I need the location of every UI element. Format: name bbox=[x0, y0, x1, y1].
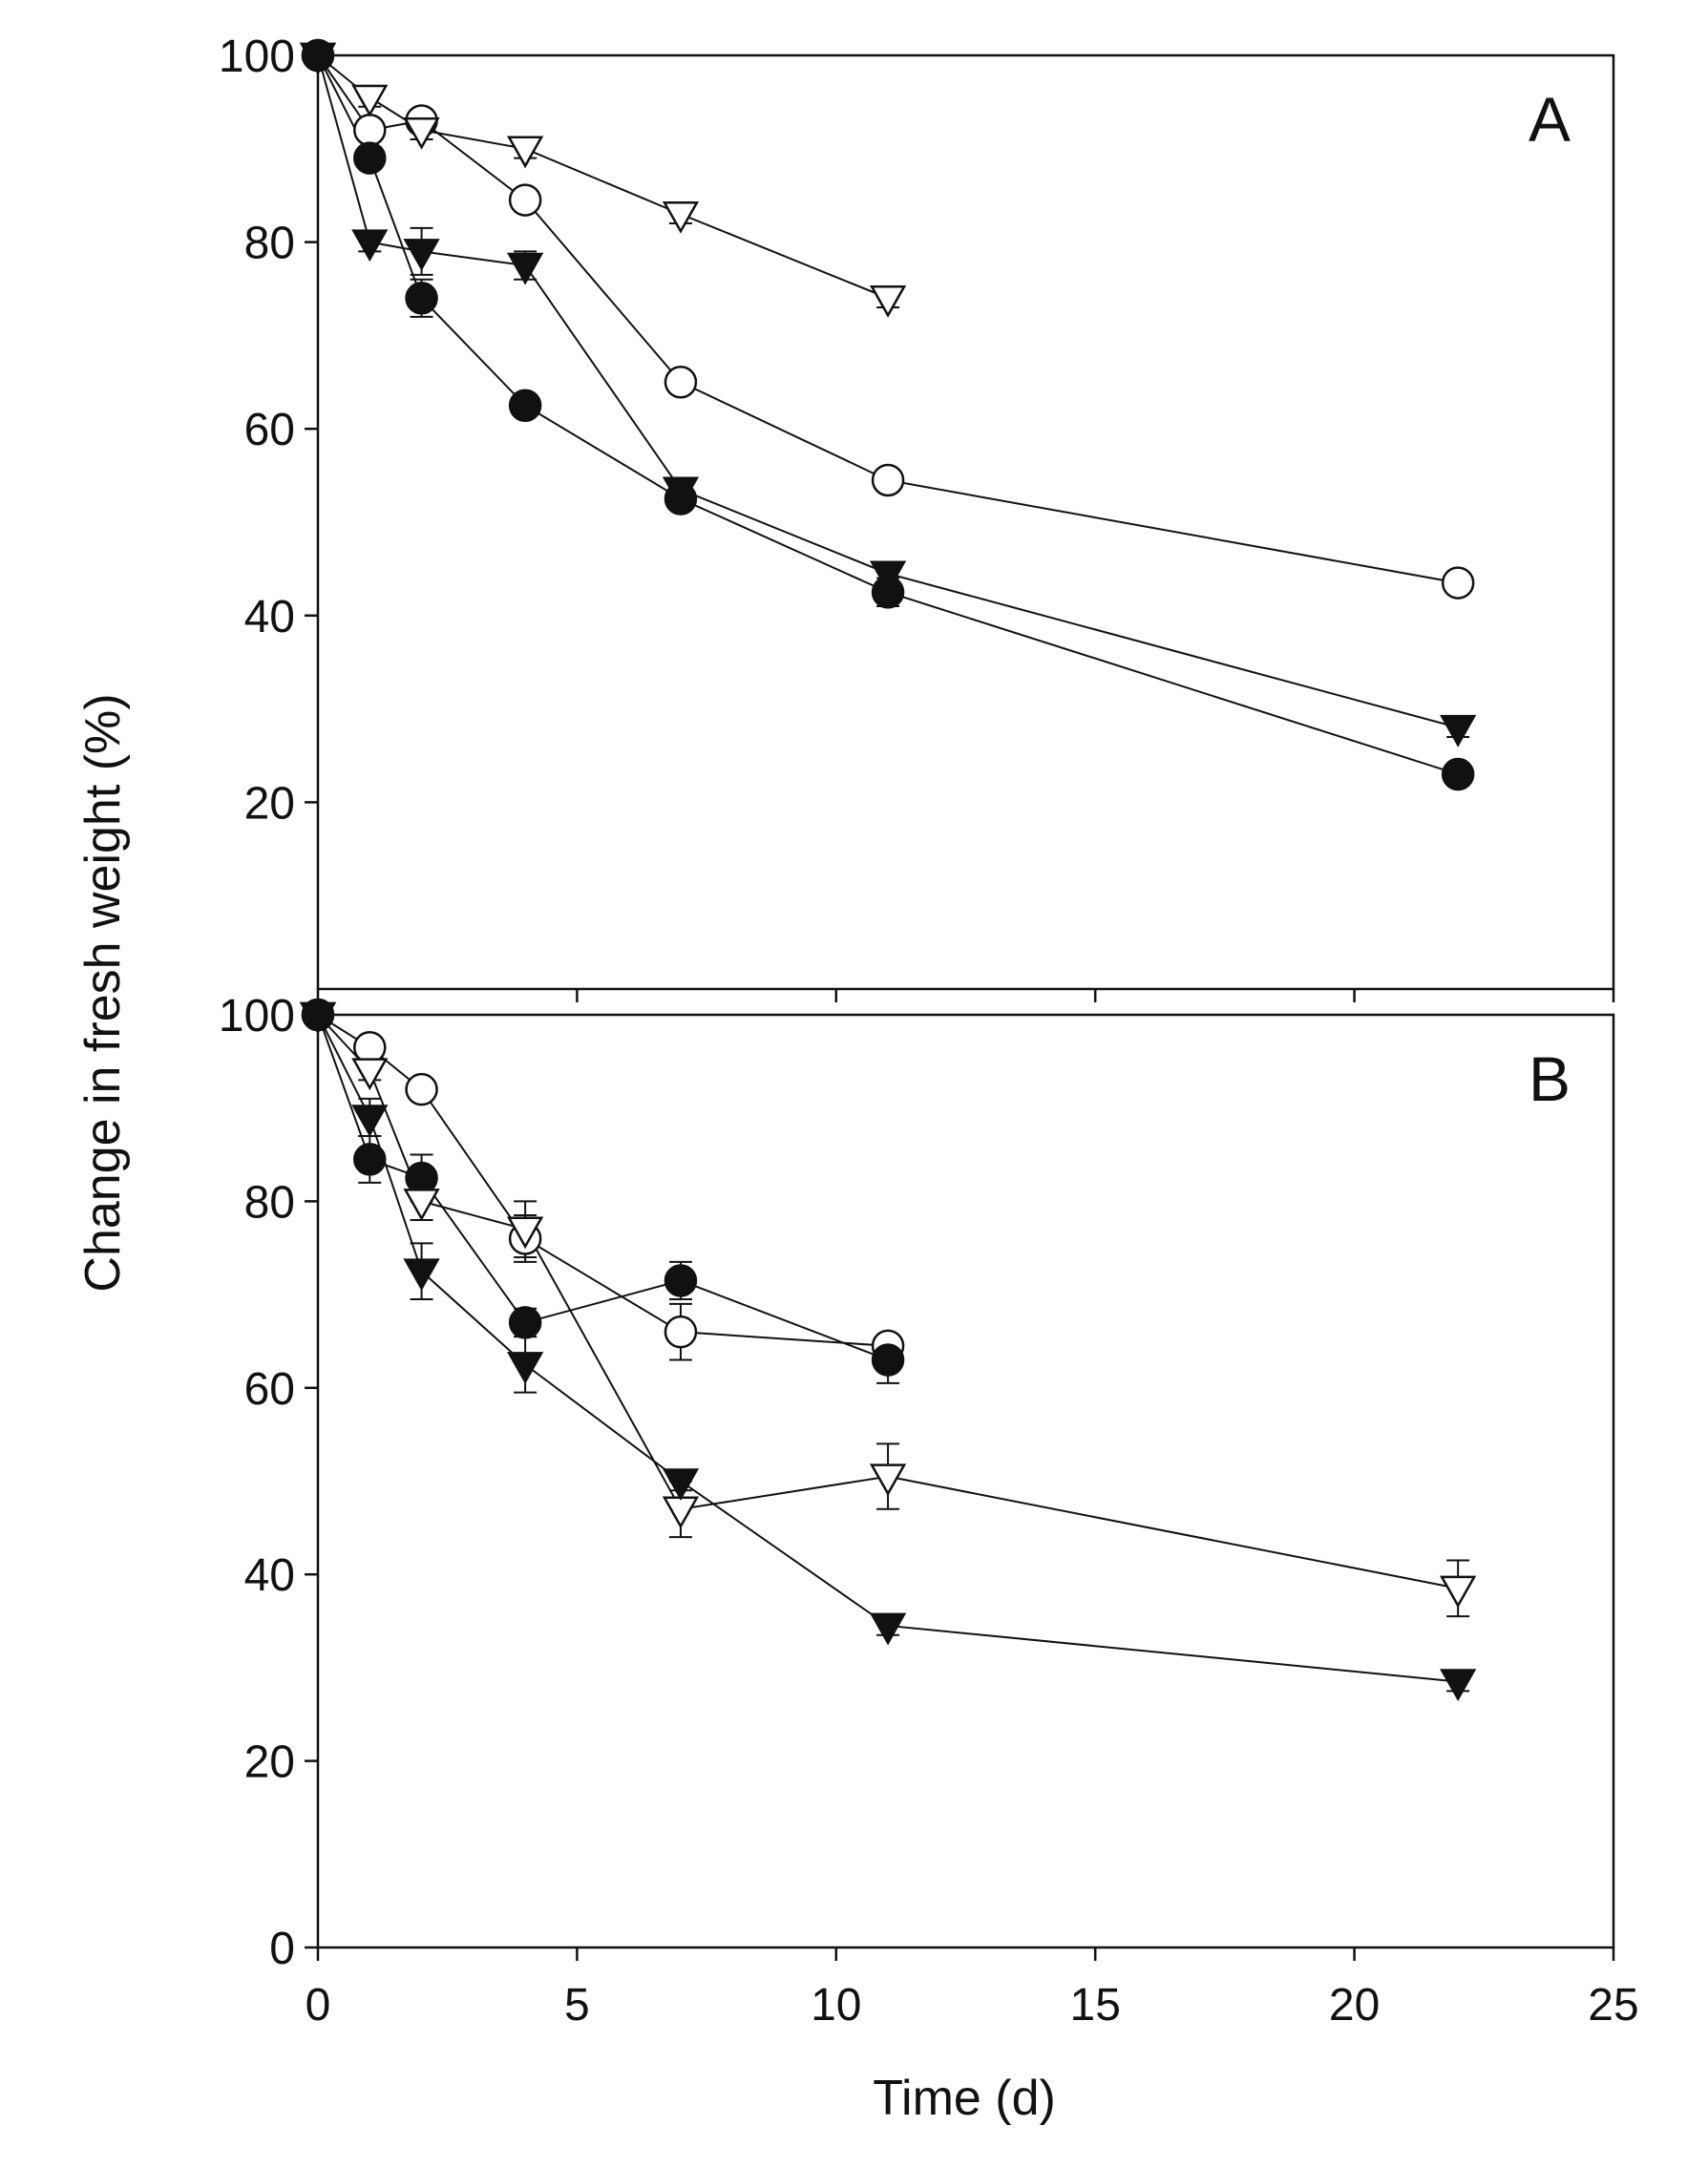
panel-b: B 0 20 40 60 80 100 0 5 10 15 20 25 bbox=[219, 991, 1639, 2031]
y-tick-label: 40 bbox=[244, 592, 295, 642]
data-point-open-triangle-down bbox=[506, 136, 544, 169]
y-tick-label: 60 bbox=[244, 1364, 295, 1415]
panel-a: A 20 40 60 80 100 bbox=[219, 32, 1615, 1002]
series-line-filled-circle bbox=[317, 1014, 889, 1361]
data-point-open-circle bbox=[871, 463, 905, 497]
data-point-open-triangle-down bbox=[351, 84, 389, 117]
data-point-filled-triangle-down bbox=[299, 42, 337, 75]
x-axis-label: Time (d) bbox=[873, 2071, 1056, 2126]
data-point-filled-triangle-down bbox=[299, 1001, 337, 1035]
data-point-filled-circle bbox=[664, 1264, 698, 1297]
data-point-open-triangle-down bbox=[869, 285, 907, 318]
data-point-open-circle bbox=[664, 366, 698, 399]
series-line-filled-triangle-down bbox=[317, 54, 1459, 729]
data-point-filled-triangle-down bbox=[403, 239, 440, 271]
data-point-open-circle bbox=[405, 1072, 438, 1106]
data-point-open-triangle-down bbox=[1440, 1575, 1477, 1609]
data-point-filled-triangle-down bbox=[869, 560, 907, 594]
data-point-filled-triangle-down bbox=[869, 1612, 907, 1646]
data-point-open-triangle-down bbox=[662, 201, 700, 234]
data-point-filled-circle bbox=[405, 282, 438, 315]
data-point-open-triangle-down bbox=[506, 1216, 544, 1250]
plot-frame bbox=[316, 1013, 1615, 1949]
data-point-filled-triangle-down bbox=[1440, 714, 1477, 747]
data-point-open-circle bbox=[664, 1315, 698, 1349]
x-tick-label: 5 bbox=[564, 1980, 590, 2031]
x-tick-label: 25 bbox=[1588, 1980, 1638, 2031]
x-tick-label: 15 bbox=[1070, 1980, 1121, 2031]
series-line-open-circle bbox=[317, 54, 1459, 584]
data-point-filled-circle bbox=[871, 1343, 905, 1377]
panel-label: A bbox=[1529, 84, 1571, 155]
y-tick-label: 20 bbox=[244, 1737, 295, 1788]
x-tick-label: 20 bbox=[1329, 1980, 1380, 2031]
y-axis-label: Change in fresh weight (%) bbox=[75, 693, 131, 1292]
data-point-open-triangle-down bbox=[869, 1463, 907, 1497]
data-point-open-triangle-down bbox=[403, 116, 440, 150]
series-line-filled-circle bbox=[317, 54, 1459, 776]
y-tick-label: 60 bbox=[244, 405, 295, 455]
data-point-filled-circle bbox=[353, 141, 387, 175]
data-point-open-circle bbox=[353, 113, 387, 147]
y-tick-label: 40 bbox=[244, 1550, 295, 1601]
y-tick-label: 100 bbox=[219, 991, 295, 1042]
data-point-open-circle bbox=[508, 183, 542, 217]
x-tick-label: 0 bbox=[306, 1980, 331, 2031]
data-point-filled-triangle-down bbox=[351, 229, 389, 263]
data-point-open-triangle-down bbox=[351, 1058, 389, 1091]
data-point-filled-circle bbox=[508, 389, 542, 422]
plot-frame bbox=[316, 53, 1615, 991]
data-point-filled-triangle-down bbox=[403, 1258, 440, 1292]
data-point-filled-circle bbox=[1441, 757, 1475, 791]
panel-label: B bbox=[1529, 1043, 1571, 1114]
data-point-filled-circle bbox=[353, 1143, 387, 1176]
y-tick-label: 100 bbox=[219, 32, 295, 82]
data-point-filled-triangle-down bbox=[662, 1468, 700, 1502]
data-point-filled-circle bbox=[508, 1306, 542, 1339]
data-point-open-triangle-down bbox=[662, 1496, 700, 1529]
data-point-filled-triangle-down bbox=[351, 1105, 389, 1138]
x-tick-label: 10 bbox=[811, 1980, 861, 2031]
series-line-open-circle bbox=[317, 1014, 889, 1347]
y-tick-label: 80 bbox=[244, 1177, 295, 1228]
data-point-open-circle bbox=[1441, 566, 1475, 600]
y-tick-label: 80 bbox=[244, 219, 295, 269]
data-point-filled-triangle-down bbox=[506, 252, 544, 285]
data-point-open-triangle-down bbox=[403, 1189, 440, 1221]
y-tick-label: 0 bbox=[269, 1924, 295, 1974]
data-point-filled-triangle-down bbox=[1440, 1669, 1477, 1702]
data-point-filled-triangle-down bbox=[662, 476, 700, 510]
data-point-filled-triangle-down bbox=[506, 1352, 544, 1384]
series-line-open-triangle-down bbox=[317, 54, 889, 300]
y-tick-label: 20 bbox=[244, 778, 295, 829]
